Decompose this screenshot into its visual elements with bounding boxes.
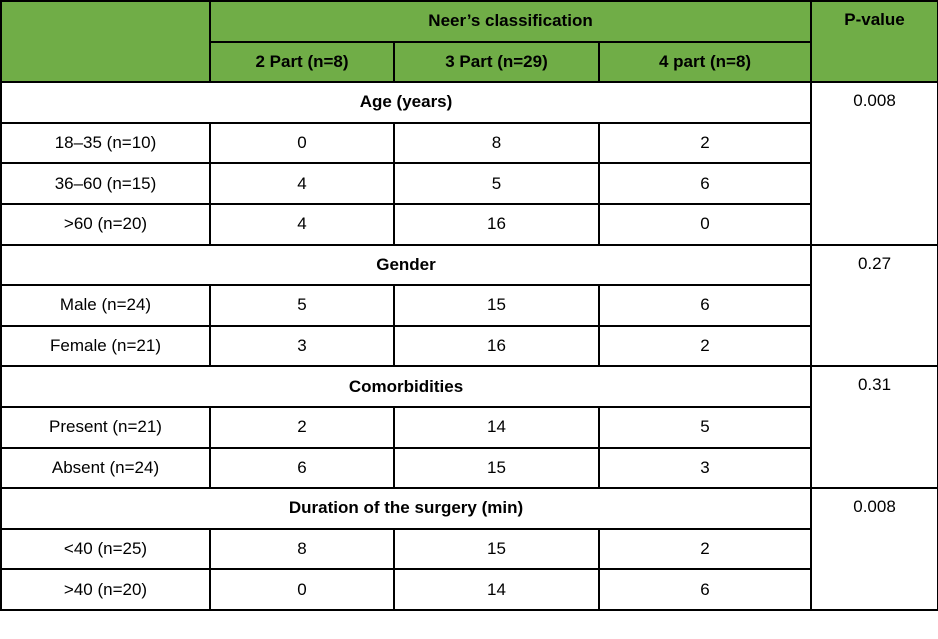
table-row: Male (n=24) 5 15 6: [0, 284, 938, 327]
value-cell: 15: [393, 284, 600, 327]
value-cell: 2: [597, 121, 813, 165]
row-label: <40 (n=25): [0, 527, 211, 571]
value-cell: 15: [393, 446, 600, 490]
value-cell: 5: [597, 405, 813, 449]
value-cell: 4: [209, 202, 395, 246]
subheader-row: 2 Part (n=8) 3 Part (n=29) 4 part (n=8): [1, 40, 938, 84]
pvalue-cell: 0.27: [810, 243, 938, 368]
column-header: 3 Part (n=29): [393, 40, 600, 84]
value-cell: 6: [597, 568, 813, 611]
row-label: Female (n=21): [0, 324, 211, 368]
header-row: Neer’s classification P-value: [0, 0, 938, 84]
value-cell: 2: [597, 527, 813, 571]
section-row: Comorbidities 0.31: [0, 365, 938, 490]
table-row: Absent (n=24) 6 15 3: [0, 446, 938, 490]
value-cell: 0: [209, 121, 395, 165]
value-cell: 0: [209, 568, 395, 611]
group-header: Neer’s classification: [208, 0, 813, 43]
row-label: Absent (n=24): [0, 446, 211, 490]
section-title: Comorbidities: [0, 365, 813, 408]
table-row: Present (n=21) 2 14 5: [0, 405, 938, 449]
value-cell: 2: [209, 405, 395, 449]
value-cell: 3: [209, 324, 395, 368]
section-row: Duration of the surgery (min) 0.008: [0, 487, 938, 611]
row-label: 36–60 (n=15): [0, 162, 211, 205]
table-row: 18–35 (n=10) 0 8 2: [0, 121, 938, 165]
blank-header-cell: [0, 0, 211, 84]
section-title: Gender: [0, 243, 813, 287]
row-label: Present (n=21): [0, 405, 211, 449]
pvalue-cell: 0.008: [810, 487, 938, 611]
pvalue-cell: 0.008: [810, 81, 938, 246]
section-title: Age (years): [0, 81, 813, 124]
value-cell: 5: [209, 284, 395, 327]
section-row: Gender 0.27: [0, 243, 938, 368]
value-cell: 3: [597, 446, 813, 490]
section-title: Duration of the surgery (min): [0, 487, 813, 530]
value-cell: 16: [393, 202, 600, 246]
section-row: Age (years) 0.008: [0, 81, 938, 246]
column-header: 4 part (n=8): [597, 40, 813, 84]
pvalue-header: P-value: [810, 0, 938, 84]
value-cell: 0: [597, 202, 813, 246]
value-cell: 6: [597, 284, 813, 327]
table-row: <40 (n=25) 8 15 2: [0, 527, 938, 571]
value-cell: 16: [393, 324, 600, 368]
value-cell: 14: [393, 405, 600, 449]
table-row: >60 (n=20) 4 16 0: [0, 202, 938, 246]
table-row: Female (n=21) 3 16 2: [0, 324, 938, 368]
value-cell: 6: [209, 446, 395, 490]
value-cell: 5: [393, 162, 600, 205]
value-cell: 15: [393, 527, 600, 571]
value-cell: 2: [597, 324, 813, 368]
row-label: >60 (n=20): [0, 202, 211, 246]
value-cell: 8: [209, 527, 395, 571]
value-cell: 4: [209, 162, 395, 205]
value-cell: 8: [393, 121, 600, 165]
table-row: 36–60 (n=15) 4 5 6: [0, 162, 938, 205]
row-label: Male (n=24): [0, 284, 211, 327]
value-cell: 6: [597, 162, 813, 205]
row-label: >40 (n=20): [0, 568, 211, 611]
table-row: >40 (n=20) 0 14 6: [0, 568, 938, 611]
row-label: 18–35 (n=10): [0, 121, 211, 165]
neer-classification-table: Neer’s classification P-value 2 Part (n=…: [0, 0, 938, 611]
pvalue-cell: 0.31: [810, 365, 938, 490]
column-header: 2 Part (n=8): [209, 40, 395, 84]
value-cell: 14: [393, 568, 600, 611]
